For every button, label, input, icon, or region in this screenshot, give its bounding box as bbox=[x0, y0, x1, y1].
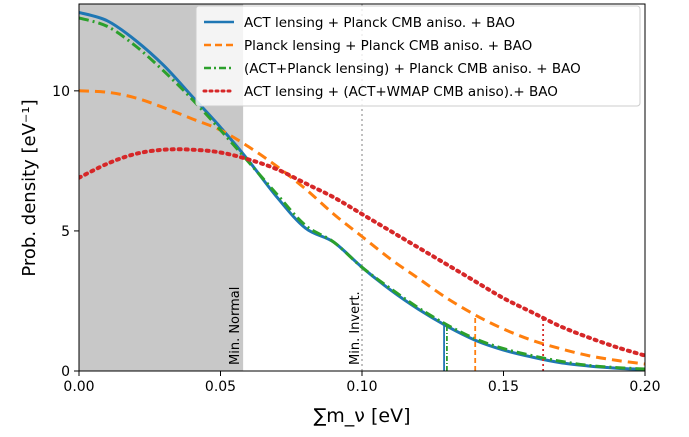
series-line-1 bbox=[79, 89, 645, 366]
min-inverted-label: Min. Invert. bbox=[348, 291, 363, 365]
min-normal-label: Min. Normal bbox=[228, 287, 243, 365]
x-tick-label-4: 0.20 bbox=[629, 379, 660, 395]
legend: ACT lensing + Planck CMB aniso. + BAO Pla… bbox=[195, 5, 641, 107]
x-axis-label: ∑m_ν [eV] bbox=[314, 405, 411, 427]
legend-label-1: Planck lensing + Planck CMB aniso. + BAO bbox=[244, 38, 532, 54]
y-tick-label-2: 10 bbox=[52, 84, 70, 100]
series-line-3 bbox=[79, 147, 645, 358]
legend-label-2: (ACT+Planck lensing) + Planck CMB aniso.… bbox=[244, 61, 581, 77]
legend-frame bbox=[195, 5, 641, 107]
x-tick-label-2: 0.10 bbox=[346, 379, 377, 395]
x-tick-label-1: 0.05 bbox=[205, 379, 236, 395]
y-tick-label-1: 5 bbox=[61, 224, 70, 240]
y-tick-label-0: 0 bbox=[61, 364, 70, 380]
series-line-2 bbox=[79, 16, 645, 371]
y-axis-label: Prob. density [eV⁻¹] bbox=[19, 99, 40, 276]
legend-label-3: ACT lensing + (ACT+WMAP CMB aniso).+ BAO bbox=[244, 84, 558, 100]
x-tick-label-3: 0.15 bbox=[488, 379, 519, 395]
x-tick-label-0: 0.00 bbox=[63, 379, 94, 395]
legend-label-0: ACT lensing + Planck CMB aniso. + BAO bbox=[244, 15, 515, 31]
